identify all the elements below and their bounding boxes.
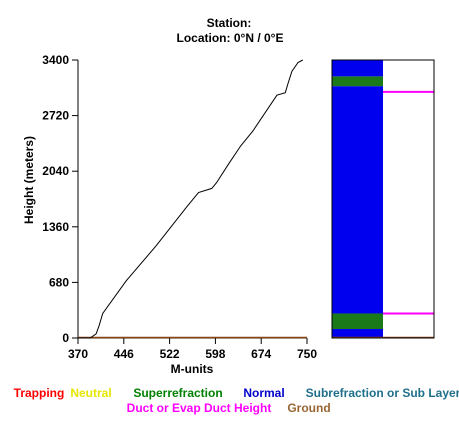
x-tick-label: 522	[160, 347, 180, 361]
y-tick-label: 0	[62, 331, 69, 345]
layer-bar-border	[331, 59, 435, 339]
x-tick-label: 674	[251, 347, 271, 361]
y-tick-label: 1360	[42, 220, 69, 234]
chart-title-location: Location: 0°N / 0°E	[177, 31, 284, 45]
layer-bar-right-panel	[383, 60, 434, 338]
x-tick-label: 598	[205, 347, 225, 361]
chart-title-station: Station:	[207, 16, 252, 30]
m-unit-profile-line	[78, 59, 304, 339]
x-tick-label: 750	[297, 347, 317, 361]
y-tick-label: 2720	[42, 109, 69, 123]
x-tick-label: 370	[68, 347, 88, 361]
legend-item-duct-or-evap-duct-height: Duct or Evap Duct Height	[127, 401, 272, 415]
x-tick-label: 446	[114, 347, 134, 361]
plot-area: 0 680 1360 2040 2720 3400 370 446 522 598 674 750	[42, 53, 317, 361]
legend-item-ground: Ground	[287, 401, 330, 415]
y-axis-label: Height (meters)	[22, 136, 36, 224]
legend: Trapping Neutral Superrefraction Normal Subr…	[14, 386, 459, 415]
legend-item-neutral: Neutral	[70, 386, 111, 400]
legend-item-superrefraction: Superrefraction	[133, 386, 222, 400]
legend-item-normal: Normal	[243, 386, 284, 400]
layer-bar	[331, 59, 435, 339]
legend-item-subrefraction-or-sub-layer: Subrefraction or Sub Layer	[306, 386, 459, 400]
layer-band-normal	[332, 60, 383, 77]
layer-band-superrefraction	[332, 76, 383, 87]
y-tick-label: 680	[49, 275, 69, 289]
layer-band-normal	[332, 329, 383, 338]
layer-band-superrefraction	[332, 313, 383, 330]
y-tick-label: 2040	[42, 164, 69, 178]
legend-item-trapping: Trapping	[14, 386, 65, 400]
layer-band-normal	[332, 86, 383, 314]
x-axis-label: M-units	[171, 362, 214, 376]
y-tick-label: 3400	[42, 53, 69, 67]
